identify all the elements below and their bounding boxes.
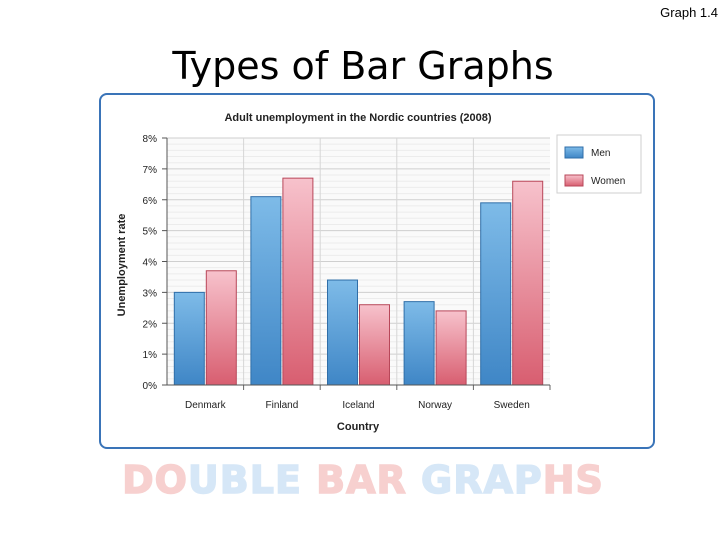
- legend-swatch-men: [564, 146, 584, 159]
- bar-men-norway: [403, 301, 435, 386]
- caption-part: GRAP: [420, 457, 543, 503]
- caption-part: UB: [187, 457, 250, 503]
- bar-men-sweden: [480, 202, 512, 386]
- x-tick-label: Denmark: [185, 400, 227, 411]
- caption-part: BAR: [301, 457, 422, 503]
- y-tick-label: 6%: [143, 196, 158, 207]
- bar-men-iceland: [327, 279, 358, 386]
- y-tick-label: 7%: [143, 165, 158, 176]
- x-tick-label: Norway: [418, 400, 452, 411]
- y-axis-label: Unemployment rate: [116, 214, 128, 317]
- caption-part: H: [542, 457, 576, 503]
- bars: [173, 177, 544, 386]
- x-axis-label: Country: [337, 421, 380, 433]
- caption-part: LE: [249, 457, 302, 503]
- y-tick-label: 2%: [143, 319, 158, 330]
- y-tick-label: 0%: [143, 381, 158, 392]
- bar-women-denmark: [205, 270, 237, 386]
- y-tick-label: 4%: [143, 258, 158, 269]
- bar-women-iceland: [359, 304, 390, 386]
- slide-title: Types of Bar Graphs: [172, 44, 554, 88]
- x-tick-label: Finland: [265, 400, 298, 411]
- y-tick-label: 5%: [143, 227, 158, 238]
- graph-number-label: Graph 1.4: [660, 5, 718, 20]
- bar-women-sweden: [512, 180, 544, 386]
- bar-men-denmark: [173, 291, 205, 386]
- caption-part: S: [575, 457, 604, 503]
- double-bar-graphs-caption: DOUBLE BAR GRAPHS: [0, 457, 726, 503]
- y-tick-label: 1%: [143, 350, 158, 361]
- legend-label-men: Men: [591, 148, 610, 159]
- bar-men-finland: [250, 196, 282, 386]
- chart-title: Adult unemployment in the Nordic countri…: [224, 112, 491, 124]
- legend: Men Women: [556, 134, 642, 194]
- caption-part: DO: [121, 457, 188, 503]
- y-tick-label: 3%: [143, 288, 158, 299]
- legend-swatch-women: [564, 174, 584, 187]
- legend-label-women: Women: [591, 176, 625, 187]
- bar-women-finland: [282, 177, 314, 386]
- unemployment-bar-chart: Adult unemployment in the Nordic countri…: [116, 112, 642, 433]
- x-tick-label: Iceland: [342, 400, 374, 411]
- chart-frame: Adult unemployment in the Nordic countri…: [99, 93, 655, 449]
- x-tick-label: Sweden: [494, 400, 530, 411]
- axes: Denmark Finland Iceland Norway Sweden 0% 1% 2% 3…: [143, 134, 551, 411]
- bar-women-norway: [435, 310, 467, 386]
- y-tick-label: 8%: [143, 134, 158, 145]
